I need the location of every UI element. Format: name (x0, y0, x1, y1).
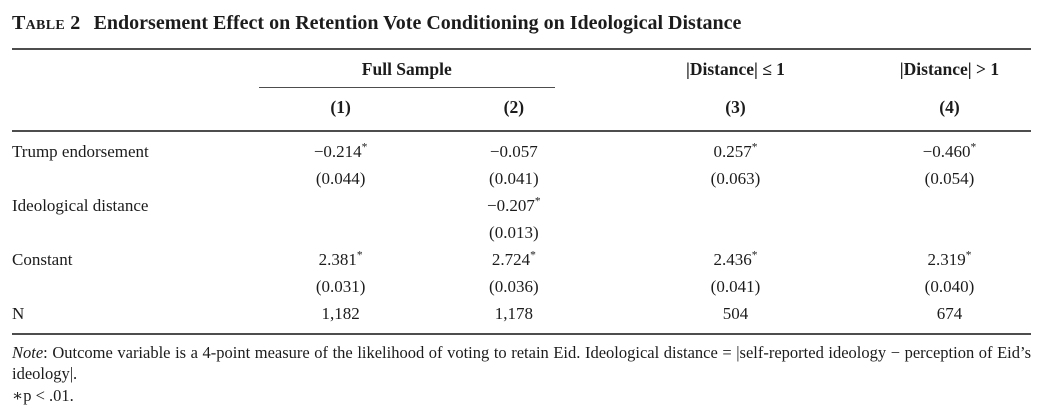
se-cell: (0.044) (315, 169, 366, 188)
row-trump-endorsement: Trump endorsement −0.214* −0.057 0.257* … (12, 131, 1031, 165)
coef-cell: 2.319* (927, 249, 972, 269)
significance-star: * (751, 141, 758, 154)
table-notes: Note: Outcome variable is a 4-point meas… (12, 342, 1031, 406)
column-header-4: (4) (867, 88, 1031, 132)
row-label: Constant (12, 250, 73, 269)
coef-cell: 0.257* (713, 141, 758, 161)
se-cell (603, 219, 868, 246)
se-cell: (0.013) (489, 223, 539, 242)
table-title-text: Endorsement Effect on Retention Vote Con… (93, 12, 742, 34)
table-title: Table 2 Endorsement Effect on Retention V… (12, 12, 1031, 35)
coef-cell: 2.724* (491, 249, 536, 269)
note-label: Note (12, 343, 44, 362)
table-number-label: Table 2 (12, 12, 81, 34)
row-trump-endorsement-se: (0.044) (0.041) (0.063) (0.054) (12, 165, 1031, 192)
empty-header-cell (12, 88, 257, 132)
coef-cell: −0.207* (487, 195, 541, 215)
n-cell: 674 (936, 304, 963, 323)
coef-cell: 2.436* (713, 249, 758, 269)
empty-header-cell (12, 49, 257, 88)
table-body: Trump endorsement −0.214* −0.057 0.257* … (12, 131, 1031, 334)
significance-star: * (751, 249, 758, 262)
row-label (12, 165, 257, 192)
row-label: Trump endorsement (12, 142, 149, 161)
se-cell: (0.041) (710, 277, 761, 296)
se-cell: (0.040) (924, 277, 975, 296)
row-ideological-distance: Ideological distance −0.207* (12, 192, 1031, 219)
group-label-full-sample: Full Sample (361, 59, 452, 79)
significance-star: * (534, 195, 541, 208)
column-header-2: (2) (424, 88, 603, 132)
n-cell: 504 (722, 304, 749, 323)
row-n-observations: N 1,182 1,178 504 674 (12, 300, 1031, 334)
row-ideological-distance-se: (0.013) (12, 219, 1031, 246)
se-cell (257, 219, 425, 246)
group-header-distance-gt-1: |Distance| > 1 (899, 59, 1000, 79)
se-cell: (0.031) (315, 277, 366, 296)
significance-star: * (965, 249, 972, 262)
note-paragraph: Note: Outcome variable is a 4-point meas… (12, 342, 1031, 384)
coef-cell: −0.214* (313, 141, 368, 161)
row-label (12, 273, 257, 300)
se-cell: (0.063) (710, 169, 761, 188)
column-group-row: Full Sample |Distance| ≤ 1 |Distance| > … (12, 49, 1031, 88)
significance-star: * (356, 249, 363, 262)
group-header-full-sample: Full Sample (257, 49, 603, 88)
row-label: N (12, 304, 25, 323)
coef-cell: 2.381* (318, 249, 363, 269)
table-header: Full Sample |Distance| ≤ 1 |Distance| > … (12, 49, 1031, 132)
row-constant: Constant 2.381* 2.724* 2.436* 2.319* (12, 246, 1031, 273)
column-header-3: (3) (602, 88, 868, 132)
se-cell (868, 219, 1031, 246)
column-number-row: (1) (2) (3) (4) (12, 88, 1031, 132)
significance-note: ∗p < .01. (12, 386, 74, 405)
row-label: Ideological distance (12, 196, 149, 215)
coef-cell (257, 192, 425, 219)
significance-star: * (530, 249, 536, 262)
significance-star: * (361, 141, 368, 154)
coef-cell: −0.460* (922, 141, 977, 161)
row-label (12, 219, 257, 246)
group-header-distance-le-1: |Distance| ≤ 1 (685, 59, 785, 79)
full-sample-spanner: Full Sample (258, 59, 555, 88)
note-text: : Outcome variable is a 4-point measure … (12, 343, 1031, 383)
n-cell: 1,182 (321, 304, 360, 323)
se-cell: (0.041) (489, 169, 539, 188)
se-cell: (0.036) (489, 277, 539, 296)
coef-cell (868, 192, 1031, 219)
coef-cell (603, 192, 868, 219)
n-cell: 1,178 (494, 304, 533, 323)
coef-cell: −0.057 (489, 142, 538, 161)
se-cell: (0.054) (924, 169, 975, 188)
significance-star: * (970, 141, 977, 154)
column-header-1: (1) (256, 88, 425, 132)
regression-table: Full Sample |Distance| ≤ 1 |Distance| > … (12, 48, 1031, 335)
row-constant-se: (0.031) (0.036) (0.041) (0.040) (12, 273, 1031, 300)
